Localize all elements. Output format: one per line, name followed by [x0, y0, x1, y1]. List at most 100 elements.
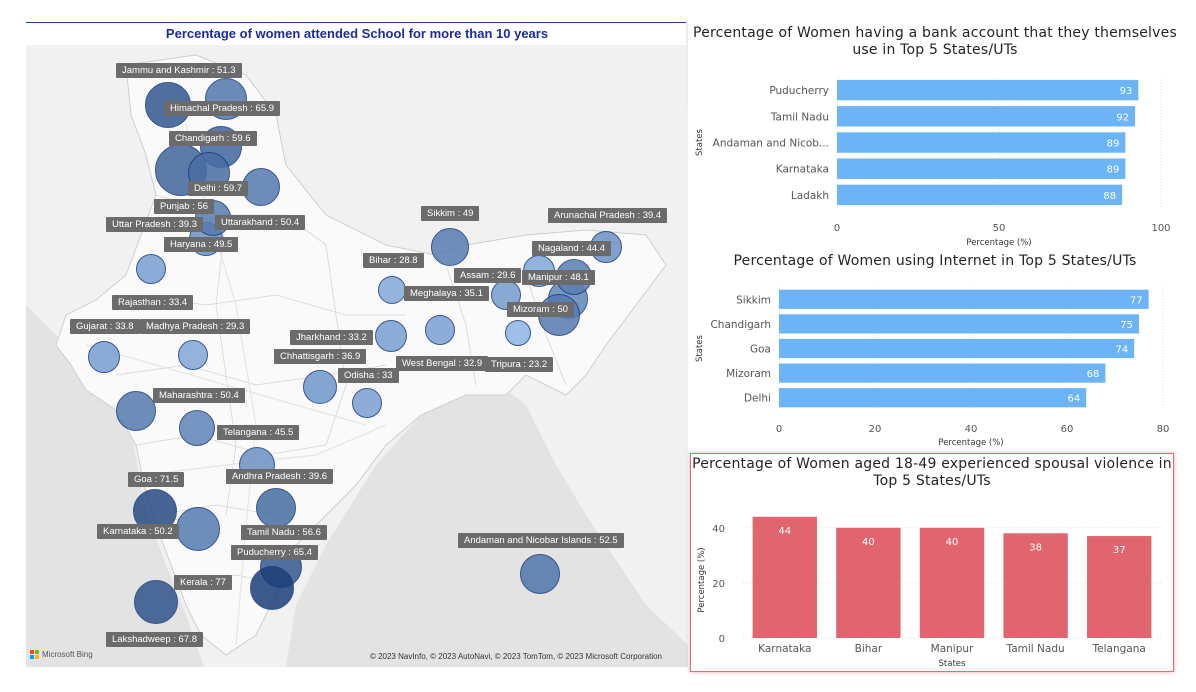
map-label-ld: Lakshadweep : 67.8	[106, 632, 204, 647]
bubble-tr[interactable]	[505, 320, 531, 346]
map-visual[interactable]: Percentage of women attended School for …	[26, 22, 688, 669]
map-label-od: Odisha : 33	[338, 368, 399, 383]
panel-divider	[686, 20, 688, 108]
bar-value-label: 44	[778, 526, 791, 537]
bar-value-label: 93	[1120, 86, 1133, 97]
map-label-ch: Chandigarh : 59.6	[169, 131, 257, 146]
bar-value-label: 40	[862, 537, 875, 548]
category-label: Sikkim	[736, 294, 771, 306]
bubble-kl[interactable]	[250, 566, 294, 610]
internet-chart-title: Percentage of Women using Internet in To…	[733, 253, 1137, 269]
bar-value-label: 75	[1120, 320, 1133, 331]
category-label: Tamil Nadu	[770, 111, 829, 123]
bar[interactable]	[837, 106, 1136, 127]
map-label-hp: Himachal Pradesh : 65.9	[164, 101, 281, 116]
x-axis-title: Percentage (%)	[938, 438, 1003, 448]
map-label-ar: Arunachal Pradesh : 39.4	[548, 208, 668, 223]
category-label: Chandigarh	[710, 319, 771, 331]
bubble-wb[interactable]	[425, 315, 455, 345]
bank-chart-svg: 0 50 100 93 Puducherry 92 Tamil Nadu 89 Andaman …	[695, 77, 1171, 248]
bar[interactable]	[837, 79, 1139, 101]
map-canvas[interactable]: Jammu and Kashmir : 51.3 Himachal Pradesh…	[26, 45, 688, 667]
bubble-rj[interactable]	[136, 254, 166, 284]
bar-value-label: 68	[1087, 369, 1100, 380]
bubble-mp[interactable]	[178, 340, 208, 370]
violence-chart-svg: 0 20 40 44 Karnataka 40 Bihar 40 Manipur 38 Tamil …	[697, 516, 1161, 669]
map-label-ml: Meghalaya : 35.1	[404, 286, 489, 301]
map-label-kl: Kerala : 77	[174, 575, 232, 590]
x-tick-label: 60	[1061, 424, 1074, 435]
map-label-hr: Haryana : 49.5	[164, 237, 239, 252]
map-label-mz: Mizoram : 50	[507, 302, 574, 317]
map-label-mn: Manipur : 48.1	[522, 270, 595, 285]
map-label-mh: Maharashtra : 50.4	[153, 388, 245, 403]
bar[interactable]	[837, 132, 1126, 153]
bubble-uk[interactable]	[242, 168, 280, 206]
map-label-tn: Tamil Nadu : 56.6	[241, 525, 327, 540]
map-label-cg: Chhattisgarh : 36.9	[274, 349, 367, 364]
x-tick-label: 20	[869, 424, 882, 435]
bubble-ld[interactable]	[134, 580, 178, 624]
bar[interactable]	[837, 158, 1126, 179]
map-label-tg: Telangana : 45.5	[217, 425, 300, 440]
map-title: Percentage of women attended School for …	[165, 26, 549, 41]
bar[interactable]	[779, 338, 1135, 359]
bubble-tn[interactable]	[256, 488, 296, 528]
bubble-od[interactable]	[352, 388, 382, 418]
map-label-ka: Karnataka : 50.2	[97, 524, 179, 539]
bubble-jh[interactable]	[375, 320, 407, 352]
y-axis-title: States	[695, 128, 705, 155]
bar[interactable]	[1087, 536, 1152, 638]
bar-value-label: 89	[1107, 139, 1120, 150]
x-tick-label: 80	[1157, 424, 1170, 435]
bar-value-label: 89	[1107, 165, 1120, 176]
map-label-pb: Punjab : 56	[154, 199, 215, 214]
bubble-br[interactable]	[378, 276, 406, 304]
bar[interactable]	[779, 388, 1087, 408]
bubble-an[interactable]	[520, 554, 560, 594]
map-label-jh: Jharkhand : 33.2	[290, 330, 373, 345]
x-axis-title: Percentage (%)	[966, 238, 1031, 248]
map-label-ga: Goa : 71.5	[128, 472, 185, 487]
bar[interactable]	[1003, 533, 1068, 638]
map-attribution: © 2023 NavInfo, © 2023 AutoNavi, © 2023 …	[369, 652, 662, 661]
map-label-jk: Jammu and Kashmir : 51.3	[116, 63, 242, 78]
internet-chart[interactable]: Percentage of Women using Internet in To…	[690, 250, 1180, 450]
x-axis-title: States	[939, 659, 966, 669]
bar[interactable]	[836, 527, 901, 638]
bubble-gj[interactable]	[88, 341, 120, 373]
category-label: Telangana	[1092, 643, 1146, 655]
y-tick-label: 0	[719, 634, 725, 645]
bar[interactable]	[779, 363, 1106, 383]
bar-value-label: 40	[946, 537, 959, 548]
bubble-ka[interactable]	[176, 507, 220, 551]
x-tick-label: 0	[834, 223, 840, 234]
map-label-tr: Tripura : 23.2	[485, 357, 554, 372]
y-axis-title: Percentage (%)	[697, 547, 707, 612]
bubble-cg[interactable]	[303, 370, 337, 404]
map-label-rj: Rajasthan : 33.4	[112, 295, 194, 310]
bar-value-label: 88	[1103, 191, 1116, 202]
bar[interactable]	[779, 289, 1149, 309]
map-label-gj: Gujarat : 33.8	[70, 319, 140, 334]
map-label-py: Puducherry : 65.4	[231, 545, 318, 560]
map-label-sk: Sikkim : 49	[421, 206, 480, 221]
y-axis-title: States	[695, 334, 705, 361]
bar[interactable]	[837, 184, 1123, 206]
category-label: Delhi	[744, 393, 771, 405]
x-tick-label: 100	[1151, 223, 1170, 234]
violence-chart-title: Percentage of Women aged 18-49 experienc…	[692, 456, 1172, 489]
bubble-tg[interactable]	[179, 410, 215, 446]
category-label: Andaman and Nicob...	[713, 138, 829, 150]
category-label: Puducherry	[769, 85, 829, 97]
bar[interactable]	[919, 527, 985, 638]
category-label: Ladakh	[791, 190, 829, 202]
bar-value-label: 37	[1113, 545, 1126, 556]
spousal-violence-chart[interactable]: Percentage of Women aged 18-49 experienc…	[690, 453, 1174, 672]
bubble-mh[interactable]	[116, 391, 156, 431]
bar[interactable]	[752, 516, 817, 638]
bar[interactable]	[779, 314, 1139, 334]
bank-account-chart[interactable]: Percentage of Women having a bank accoun…	[690, 22, 1180, 250]
bubble-sk[interactable]	[431, 228, 469, 266]
map-label-an: Andaman and Nicobar Islands : 52.5	[458, 533, 624, 548]
